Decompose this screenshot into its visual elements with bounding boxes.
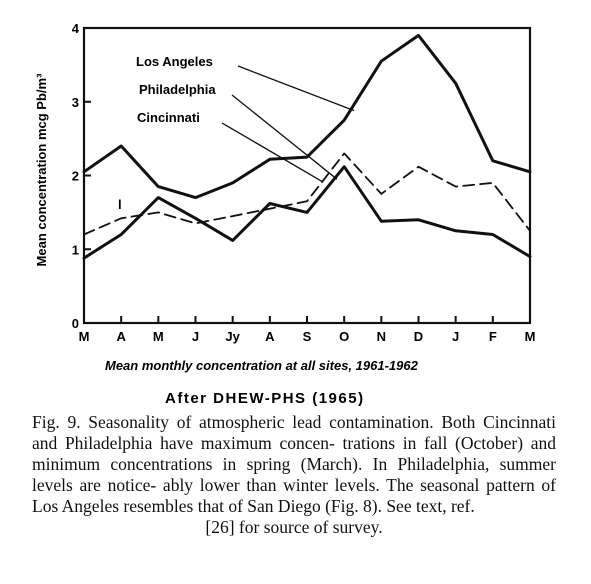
caption-line: Both Cincinnati and Philadelphia have ma… bbox=[32, 412, 557, 453]
x-axis-ticks: M A M J Jy A S O N D J F M bbox=[79, 316, 536, 344]
x-tick-label: D bbox=[414, 329, 423, 344]
caption-line: Angeles resembles that of San Diego (Fig… bbox=[61, 496, 475, 516]
x-axis-label: Mean monthly concentration at all sites,… bbox=[105, 358, 419, 373]
x-tick-label: A bbox=[265, 329, 275, 344]
source-credit: After DHEW-PHS (1965) bbox=[165, 390, 365, 407]
x-tick-label: F bbox=[489, 329, 497, 344]
y-axis-ticks: 0 1 2 3 4 bbox=[72, 21, 91, 331]
x-tick-label: S bbox=[303, 329, 312, 344]
x-tick-label: M bbox=[525, 329, 536, 344]
caption-last-line: [26] for source of survey. bbox=[205, 517, 383, 537]
y-tick-label: 3 bbox=[72, 95, 79, 110]
x-tick-label: J bbox=[192, 329, 199, 344]
caption-line: trations in fall (October) and minimum c… bbox=[32, 433, 556, 474]
series-line-philadelphia bbox=[83, 152, 531, 236]
caption-line: Fig. 9. Seasonality of atmospheric lead … bbox=[32, 412, 434, 432]
leader-line-philadelphia bbox=[231, 94, 338, 180]
y-tick-label: 1 bbox=[72, 242, 79, 257]
leader-line-cincinnati bbox=[221, 122, 323, 182]
y-tick-label: 0 bbox=[72, 316, 79, 331]
y-axis-label: Mean concentration mcg Pb/m³ bbox=[34, 73, 49, 267]
series-label-cincinnati: Cincinnati bbox=[137, 110, 200, 125]
plot-border bbox=[82, 26, 532, 325]
x-tick-label: M bbox=[79, 329, 90, 344]
caption-line: ably lower than winter levels. The seaso… bbox=[32, 475, 556, 516]
x-tick-label: N bbox=[377, 329, 386, 344]
figure-caption: Fig. 9. Seasonality of atmospheric lead … bbox=[32, 412, 556, 538]
philadelphia-line-marker: l bbox=[118, 197, 122, 212]
series-line-cincinnati bbox=[82, 165, 532, 260]
x-tick-label: Jy bbox=[225, 329, 240, 344]
x-tick-label: A bbox=[116, 329, 126, 344]
series-label-los-angeles: Los Angeles bbox=[136, 54, 213, 69]
series-label-philadelphia: Philadelphia bbox=[139, 82, 216, 97]
x-tick-label: J bbox=[452, 329, 459, 344]
series-labels: Los Angeles Philadelphia Cincinnati bbox=[136, 54, 216, 125]
series-line-los-angeles bbox=[82, 33, 532, 200]
x-tick-label: O bbox=[339, 329, 349, 344]
lead-seasonality-chart: 0 1 2 3 4 M A M J Jy A S O N D J F M Los Angeles Philadel… bbox=[34, 21, 536, 407]
label-leader-lines bbox=[221, 65, 355, 182]
x-tick-label: M bbox=[153, 329, 164, 344]
leader-line-los-angeles bbox=[237, 65, 355, 112]
series-lines bbox=[82, 33, 532, 260]
caption-line: spring (March). In Philadelphia, summer … bbox=[32, 454, 557, 495]
y-tick-label: 2 bbox=[72, 169, 79, 184]
plot-frame bbox=[82, 26, 532, 325]
y-tick-label: 4 bbox=[72, 21, 80, 36]
